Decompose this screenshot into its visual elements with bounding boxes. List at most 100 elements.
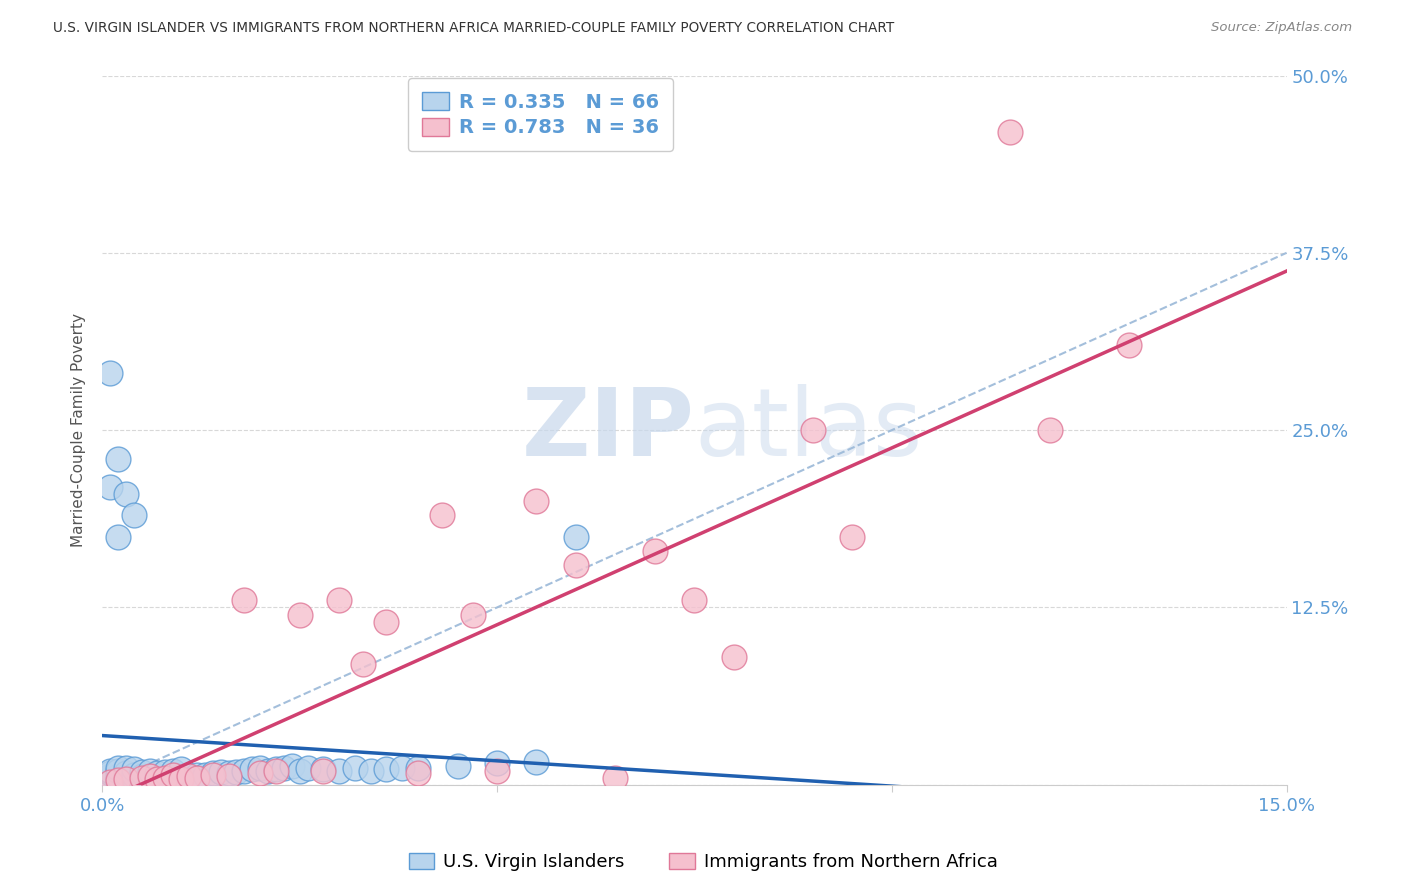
Text: U.S. VIRGIN ISLANDER VS IMMIGRANTS FROM NORTHERN AFRICA MARRIED-COUPLE FAMILY PO: U.S. VIRGIN ISLANDER VS IMMIGRANTS FROM … — [53, 21, 894, 35]
Point — [485, 764, 508, 778]
Point — [526, 494, 548, 508]
Point — [273, 761, 295, 775]
Point — [115, 766, 138, 780]
Point — [264, 764, 287, 778]
Point — [98, 766, 121, 780]
Point — [406, 761, 429, 775]
Point — [375, 762, 398, 776]
Text: atlas: atlas — [695, 384, 922, 476]
Point — [170, 771, 193, 785]
Point — [138, 773, 160, 788]
Point — [194, 768, 217, 782]
Point — [170, 772, 193, 786]
Point — [98, 775, 121, 789]
Point — [98, 772, 121, 786]
Point — [162, 768, 184, 782]
Point — [170, 762, 193, 776]
Point — [485, 756, 508, 771]
Point — [115, 761, 138, 775]
Point — [131, 769, 153, 783]
Point — [683, 593, 706, 607]
Point — [391, 761, 413, 775]
Point — [186, 768, 208, 782]
Point — [526, 755, 548, 769]
Point — [605, 771, 627, 785]
Point — [240, 762, 263, 776]
Text: Source: ZipAtlas.com: Source: ZipAtlas.com — [1212, 21, 1353, 34]
Point — [801, 423, 824, 437]
Point — [225, 764, 247, 779]
Point — [446, 759, 468, 773]
Point — [98, 480, 121, 494]
Point — [218, 769, 240, 783]
Point — [1039, 423, 1062, 437]
Point — [115, 487, 138, 501]
Point — [1118, 338, 1140, 352]
Point — [146, 766, 169, 780]
Point — [249, 761, 271, 775]
Point — [249, 766, 271, 780]
Point — [352, 657, 374, 672]
Point — [723, 650, 745, 665]
Point — [107, 772, 129, 786]
Point — [122, 762, 145, 776]
Point — [312, 762, 335, 776]
Point — [375, 615, 398, 629]
Point — [138, 769, 160, 783]
Point — [430, 508, 453, 523]
Point — [155, 764, 177, 779]
Legend: R = 0.335   N = 66, R = 0.783   N = 36: R = 0.335 N = 66, R = 0.783 N = 36 — [408, 78, 672, 151]
Point — [107, 769, 129, 783]
Point — [155, 772, 177, 786]
Point — [328, 593, 350, 607]
Point — [98, 775, 121, 789]
Point — [406, 766, 429, 780]
Point — [107, 764, 129, 778]
Point — [115, 772, 138, 786]
Text: ZIP: ZIP — [522, 384, 695, 476]
Point — [1000, 125, 1022, 139]
Point — [280, 759, 302, 773]
Point — [288, 764, 311, 778]
Point — [328, 764, 350, 778]
Point — [218, 766, 240, 780]
Point — [115, 769, 138, 783]
Point — [360, 764, 382, 778]
Point — [177, 769, 200, 783]
Point — [122, 508, 145, 523]
Point — [138, 764, 160, 778]
Point — [233, 593, 256, 607]
Point — [107, 529, 129, 543]
Point — [162, 771, 184, 785]
Point — [312, 764, 335, 778]
Point — [138, 769, 160, 783]
Point — [177, 769, 200, 783]
Point — [107, 773, 129, 788]
Point — [98, 769, 121, 783]
Point — [201, 768, 224, 782]
Point — [297, 761, 319, 775]
Point — [565, 558, 588, 572]
Point — [201, 766, 224, 780]
Point — [122, 771, 145, 785]
Legend: U.S. Virgin Islanders, Immigrants from Northern Africa: U.S. Virgin Islanders, Immigrants from N… — [401, 846, 1005, 879]
Point — [98, 764, 121, 778]
Point — [115, 772, 138, 786]
Point — [107, 761, 129, 775]
Point — [107, 775, 129, 789]
Point — [841, 529, 863, 543]
Point — [565, 529, 588, 543]
Point — [257, 764, 280, 778]
Point — [146, 772, 169, 786]
Point — [98, 367, 121, 381]
Y-axis label: Married-Couple Family Poverty: Married-Couple Family Poverty — [72, 313, 86, 547]
Point — [131, 773, 153, 788]
Point — [131, 771, 153, 785]
Point — [463, 607, 485, 622]
Point — [264, 762, 287, 776]
Point — [155, 771, 177, 785]
Point — [162, 764, 184, 778]
Point — [122, 773, 145, 788]
Point — [107, 451, 129, 466]
Point — [288, 607, 311, 622]
